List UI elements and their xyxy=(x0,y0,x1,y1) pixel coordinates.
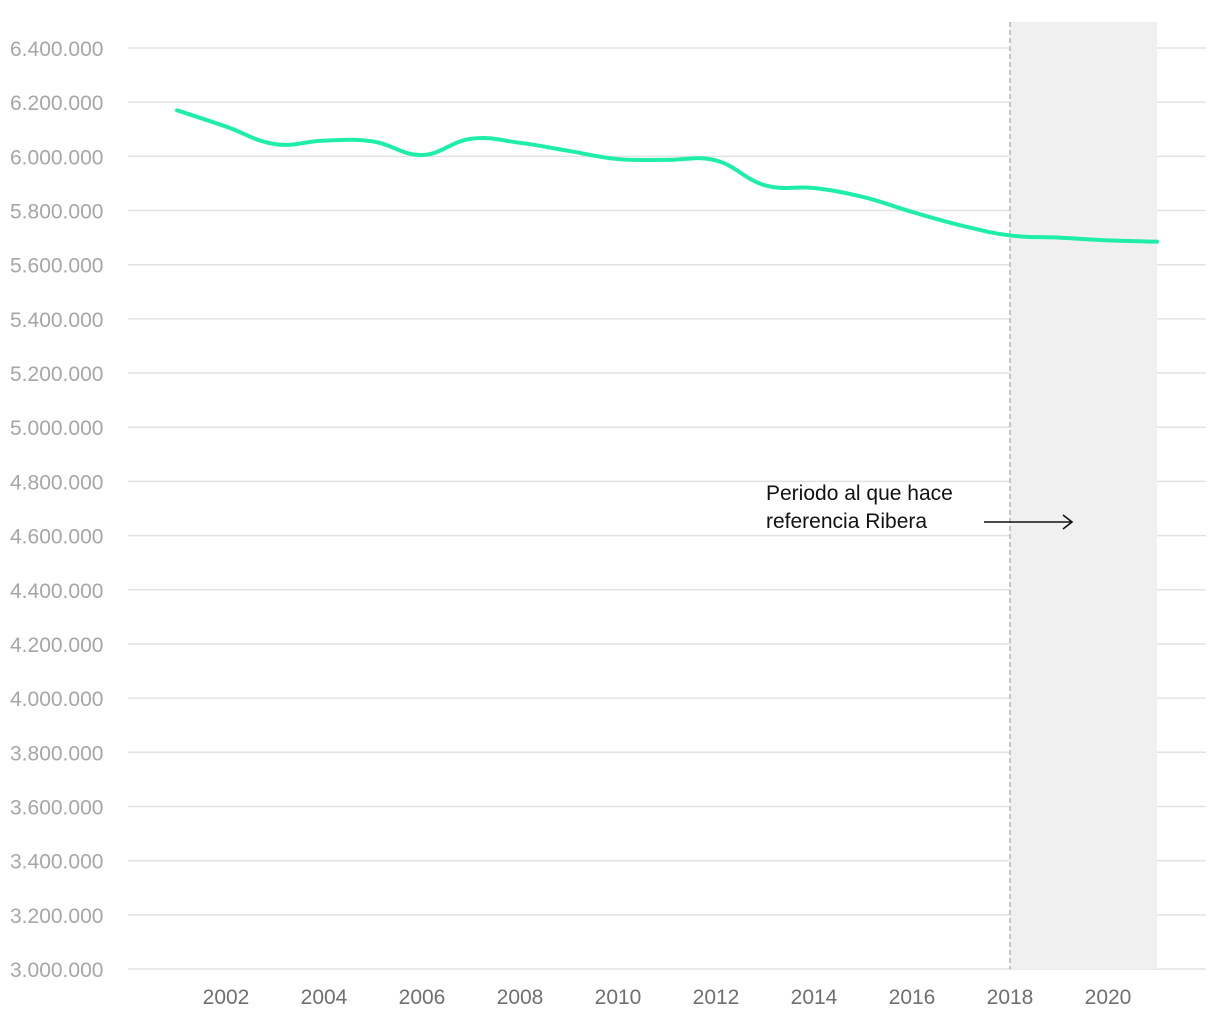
y-tick-label: 6.000.000 xyxy=(10,146,103,169)
x-tick-label: 2002 xyxy=(203,986,250,1009)
y-tick-label: 3.200.000 xyxy=(10,905,103,928)
y-tick-label: 5.800.000 xyxy=(10,201,103,224)
y-tick-label: 5.400.000 xyxy=(10,309,103,332)
y-tick-label: 4.600.000 xyxy=(10,526,103,549)
annotation-text-line: Periodo al que hace xyxy=(766,482,953,505)
x-tick-label: 2018 xyxy=(987,986,1034,1009)
y-tick-label: 4.200.000 xyxy=(10,634,103,657)
y-tick-label: 5.600.000 xyxy=(10,255,103,278)
y-tick-label: 6.400.000 xyxy=(10,38,103,61)
y-tick-label: 3.400.000 xyxy=(10,851,103,874)
highlight-region xyxy=(1009,22,1157,969)
y-axis: 6.400.000 6.200.000 6.000.000 5.800.000 5.60… xyxy=(10,38,103,982)
x-tick-label: 2008 xyxy=(497,986,544,1009)
x-axis: 2002 2004 2006 2008 2010 2012 2014 2016 2018 2020 xyxy=(203,986,1132,1009)
series-line xyxy=(175,108,1159,244)
y-tick-label: 3.000.000 xyxy=(10,959,103,982)
y-tick-label: 4.400.000 xyxy=(10,580,103,603)
annotation-text-line: referencia Ribera xyxy=(766,510,927,533)
annotation: Periodo al que hace referencia Ribera xyxy=(766,482,1074,533)
y-tick-label: 4.800.000 xyxy=(10,471,103,494)
x-tick-label: 2016 xyxy=(889,986,936,1009)
x-tick-label: 2006 xyxy=(399,986,446,1009)
x-tick-label: 2020 xyxy=(1085,986,1132,1009)
series-group xyxy=(175,108,1159,244)
highlight-band xyxy=(1010,22,1157,969)
annotation-arrow-head xyxy=(1062,514,1074,530)
x-tick-label: 2012 xyxy=(693,986,740,1009)
x-tick-label: 2014 xyxy=(791,986,838,1009)
y-tick-label: 6.200.000 xyxy=(10,92,103,115)
x-tick-label: 2004 xyxy=(301,986,348,1009)
y-tick-label: 5.200.000 xyxy=(10,363,103,386)
y-tick-label: 3.600.000 xyxy=(10,796,103,819)
y-tick-label: 5.000.000 xyxy=(10,417,103,440)
y-tick-label: 4.000.000 xyxy=(10,688,103,711)
x-tick-label: 2010 xyxy=(595,986,642,1009)
y-tick-label: 3.800.000 xyxy=(10,742,103,765)
